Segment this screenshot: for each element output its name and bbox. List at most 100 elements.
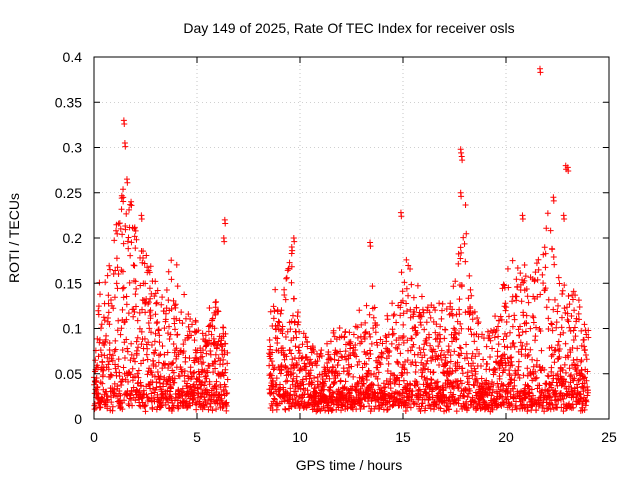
data-point (199, 347, 206, 354)
data-point (306, 375, 313, 382)
data-point (185, 323, 192, 330)
data-point (131, 233, 138, 240)
data-point (416, 345, 423, 352)
data-point (454, 385, 461, 392)
chart-title: Day 149 of 2025, Rate Of TEC Index for r… (183, 20, 514, 36)
data-point (509, 323, 516, 330)
data-point (184, 335, 191, 342)
data-point (562, 340, 569, 347)
data-point (161, 374, 168, 381)
data-point (106, 321, 113, 328)
data-point (120, 194, 127, 201)
data-point (172, 390, 179, 397)
data-point (567, 373, 574, 380)
data-point (521, 277, 528, 284)
data-point (168, 306, 175, 313)
data-point (487, 354, 494, 361)
data-point (268, 372, 275, 379)
data-point (294, 313, 301, 320)
data-point (498, 393, 505, 400)
data-point (342, 341, 349, 348)
data-point (146, 325, 153, 332)
data-point (437, 352, 444, 359)
data-point (118, 206, 125, 213)
data-point (191, 337, 198, 344)
data-point (395, 360, 402, 367)
data-point (561, 361, 568, 368)
data-point (91, 406, 98, 413)
data-point (95, 303, 102, 310)
data-point (583, 356, 590, 363)
data-point (426, 309, 433, 316)
data-point (389, 326, 396, 333)
data-point (115, 317, 122, 324)
data-point (210, 369, 217, 376)
data-point (584, 368, 591, 375)
data-point (333, 368, 340, 375)
data-point (195, 327, 202, 334)
data-point (389, 331, 396, 338)
data-point (152, 311, 159, 318)
data-point (179, 385, 186, 392)
data-point (501, 343, 508, 350)
data-point (187, 383, 194, 390)
data-point (362, 328, 369, 335)
data-point (201, 382, 208, 389)
data-point (270, 377, 277, 384)
data-point (281, 291, 288, 298)
data-point (222, 330, 229, 337)
data-point (267, 308, 274, 315)
data-point (397, 304, 404, 311)
data-point (122, 226, 129, 233)
data-point (172, 301, 179, 308)
data-point (291, 238, 298, 245)
data-point (164, 330, 171, 337)
data-point (159, 365, 166, 372)
data-point (537, 328, 544, 335)
data-point (410, 294, 417, 301)
data-point (134, 334, 141, 341)
data-point (522, 388, 529, 395)
data-point (409, 335, 416, 342)
data-point (559, 367, 566, 374)
data-point (210, 340, 217, 347)
data-point (495, 341, 502, 348)
data-point (271, 395, 278, 402)
data-point (436, 300, 443, 307)
data-point (516, 332, 523, 339)
data-point (207, 347, 214, 354)
data-point (367, 333, 374, 340)
data-point (209, 407, 216, 414)
data-point (507, 329, 514, 336)
data-point (455, 260, 462, 267)
data-point (393, 319, 400, 326)
data-point (458, 281, 465, 288)
data-point (509, 298, 516, 305)
data-point (494, 348, 501, 355)
data-point (490, 381, 497, 388)
data-point (267, 343, 274, 350)
data-point (214, 342, 221, 349)
data-point (463, 341, 470, 348)
data-point (523, 340, 530, 347)
data-point (119, 406, 126, 413)
data-point (130, 355, 137, 362)
data-point (291, 318, 298, 325)
data-point (286, 346, 293, 353)
data-point (414, 282, 421, 289)
data-point (289, 395, 296, 402)
data-point (295, 319, 302, 326)
y-tick-label: 0.05 (55, 366, 82, 382)
data-point (131, 224, 138, 231)
data-point (348, 363, 355, 370)
data-point (506, 380, 513, 387)
data-point (417, 349, 424, 356)
data-point (101, 317, 108, 324)
data-point (523, 285, 530, 292)
data-point (581, 321, 588, 328)
data-point (430, 369, 437, 376)
data-point (495, 323, 502, 330)
data-point (397, 350, 404, 357)
data-point (510, 385, 517, 392)
data-point (213, 345, 220, 352)
